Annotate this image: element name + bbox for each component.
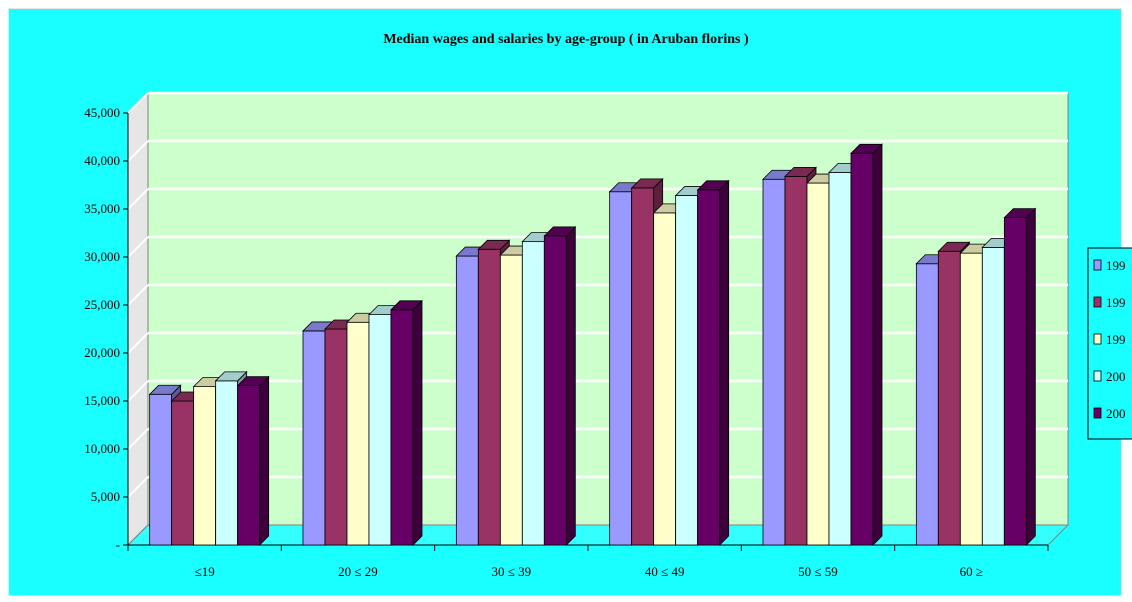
bar-top xyxy=(630,178,664,189)
bar-top xyxy=(784,166,817,177)
bar-front xyxy=(499,254,523,546)
bar-front xyxy=(346,321,370,546)
legend-swatch xyxy=(1093,259,1102,271)
y-tick-label: 5,000 xyxy=(91,489,120,504)
bar-top xyxy=(696,180,730,191)
bar xyxy=(236,375,270,546)
bar-front xyxy=(237,385,261,546)
y-tick-label: 20,000 xyxy=(84,345,120,360)
bar-front xyxy=(521,241,545,546)
bar xyxy=(696,179,730,546)
bar xyxy=(390,299,423,546)
y-tick-label: 40,000 xyxy=(84,153,120,168)
bar-front xyxy=(631,187,655,546)
bar-top xyxy=(937,241,971,252)
bar-side xyxy=(1025,207,1036,546)
bar-front xyxy=(193,386,217,546)
y-tick-label: 35,000 xyxy=(84,201,120,216)
x-tick-label: 40 ≤ 49 xyxy=(645,564,685,579)
bar-front xyxy=(543,235,567,546)
bar-front xyxy=(324,328,348,546)
bar xyxy=(850,143,883,546)
bar-front xyxy=(455,255,479,546)
bar-front xyxy=(915,263,939,546)
y-tick-label: 10,000 xyxy=(84,441,120,456)
gridline-side xyxy=(127,92,149,114)
bar-front xyxy=(390,309,414,546)
legend-label: 199 xyxy=(1106,258,1126,273)
bar-front xyxy=(215,380,239,546)
bar-side xyxy=(565,225,576,546)
y-tick-label: 25,000 xyxy=(84,297,120,312)
bar-front xyxy=(806,182,830,546)
bar-front xyxy=(697,189,721,546)
legend-swatch xyxy=(1093,370,1102,382)
y-tick-label: 15,000 xyxy=(84,393,120,408)
bar xyxy=(543,225,577,546)
bar-side xyxy=(412,299,423,546)
gridline-side xyxy=(127,476,149,498)
legend-swatch xyxy=(1093,333,1102,345)
bar-front xyxy=(477,248,501,546)
bar-front xyxy=(302,330,326,546)
bar-front xyxy=(981,246,1005,546)
bar xyxy=(1003,207,1037,546)
bar-side xyxy=(872,143,883,546)
bar-side xyxy=(719,179,730,546)
y-tick-label: 30,000 xyxy=(84,249,120,264)
x-tick-label: 30 ≤ 39 xyxy=(492,564,532,579)
x-tick-label: ≤19 xyxy=(195,564,215,579)
gridline-side xyxy=(127,236,149,258)
y-tick-label: - xyxy=(116,537,120,552)
bar-front xyxy=(762,178,786,546)
bar-front xyxy=(368,314,392,546)
bar-front xyxy=(675,195,699,546)
bar-top xyxy=(214,371,248,382)
bar-front xyxy=(653,212,677,546)
gridline-side xyxy=(127,332,149,354)
gridline-side xyxy=(127,380,149,402)
x-tick-label: 20 ≤ 29 xyxy=(338,564,378,579)
y-tick-label: 45,000 xyxy=(84,105,120,120)
gridline-side xyxy=(127,188,149,210)
bar-top xyxy=(148,384,182,395)
legend-label: 200 xyxy=(1106,369,1126,384)
chart-title: Median wages and salaries by age-group (… xyxy=(383,32,749,47)
gridline-side xyxy=(127,284,149,306)
bar-top xyxy=(477,239,511,250)
bar-front xyxy=(784,175,808,546)
bar-side xyxy=(259,375,270,546)
bar-top xyxy=(543,226,577,237)
bar-top xyxy=(236,376,270,387)
plot-side-wall xyxy=(127,91,149,547)
bar-top xyxy=(390,300,423,311)
legend-swatch xyxy=(1093,407,1102,419)
bar-top xyxy=(1003,208,1037,219)
bar-front xyxy=(171,400,195,546)
x-tick-label: 50 ≤ 59 xyxy=(798,564,838,579)
bar-front xyxy=(959,252,983,546)
bar-front xyxy=(937,250,961,546)
legend-swatch xyxy=(1093,296,1102,308)
legend-label: 200 xyxy=(1106,406,1126,421)
gridline-side xyxy=(127,428,149,450)
bar-top xyxy=(850,143,883,154)
x-tick-label: 60 ≥ xyxy=(960,564,983,579)
bar-front xyxy=(850,152,874,546)
legend-label: 199 xyxy=(1106,332,1126,347)
bar-front xyxy=(609,191,633,546)
bar-front xyxy=(1003,217,1027,546)
gridline-side xyxy=(127,140,149,162)
bar-front xyxy=(828,172,852,546)
legend-label: 199 xyxy=(1106,295,1126,310)
bar-front xyxy=(149,393,173,546)
